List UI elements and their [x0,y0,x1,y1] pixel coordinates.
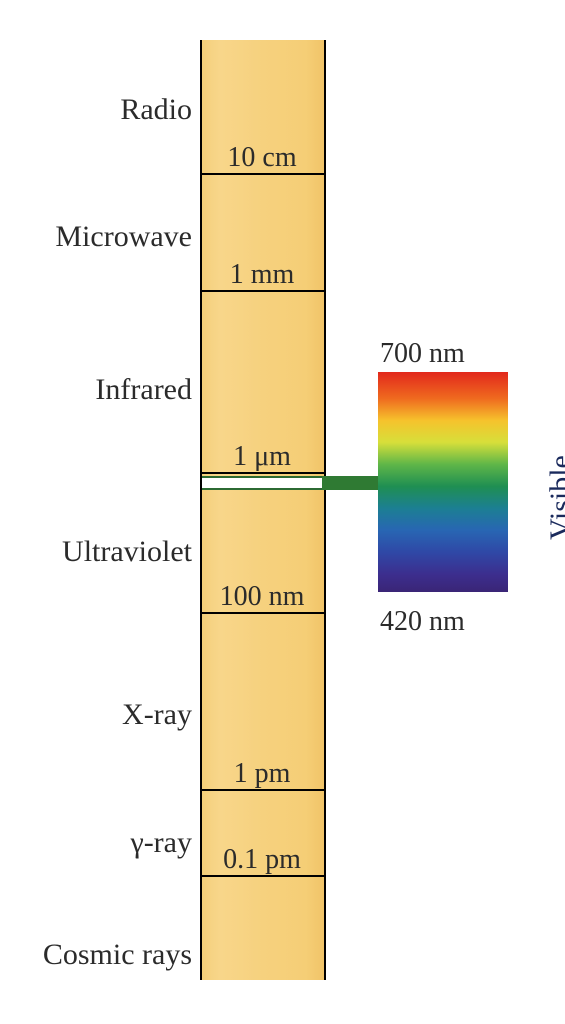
label-cosmic: Cosmic rays [0,940,192,970]
wave-1mm: 1 mm [203,261,321,289]
divider-5 [200,875,324,877]
wave-10cm: 10 cm [203,144,321,172]
visible-top-label: 700 nm [380,340,465,368]
label-microwave: Microwave [0,222,192,252]
wave-01pm: 0.1 pm [203,846,321,874]
visible-connector-bar [322,476,378,490]
label-radio: Radio [0,95,192,125]
label-ultraviolet: Ultraviolet [0,537,192,567]
spectrum-column [200,40,326,980]
em-spectrum-diagram: Radio Microwave Infrared Ultraviolet X-r… [0,0,565,1024]
wave-100nm: 100 nm [203,583,321,611]
visible-bottom-label: 420 nm [380,608,465,636]
label-gamma: γ-ray [0,828,192,858]
visible-connector-notch [202,476,322,490]
divider-0 [200,173,324,175]
wave-1um: 1 μm [203,443,321,471]
divider-2 [200,472,324,474]
visible-spectrum-gradient [378,372,508,592]
divider-3 [200,612,324,614]
visible-spectrum-box [378,372,508,592]
label-xray: X-ray [0,700,192,730]
divider-1 [200,290,324,292]
wave-1pm: 1 pm [203,760,321,788]
divider-4 [200,789,324,791]
label-infrared: Infrared [0,375,192,405]
visible-side-label: Visible [546,455,565,540]
